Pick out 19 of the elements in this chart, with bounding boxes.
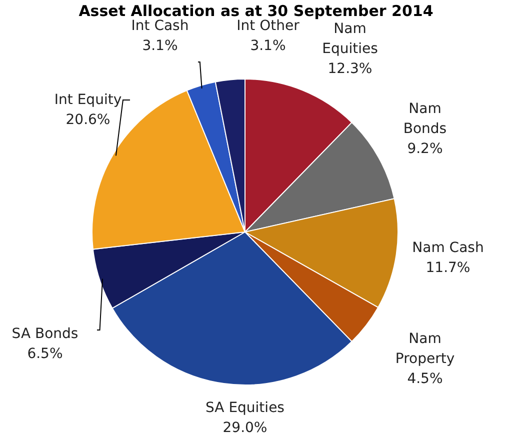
data-label: 20.6% [66, 112, 110, 128]
data-label: 4.5% [407, 371, 443, 387]
slice-label: Nam Cash [412, 240, 484, 256]
slice-label: Nam Property [395, 331, 455, 367]
data-label: 3.1% [142, 38, 178, 54]
data-label: 29.0% [222, 420, 268, 434]
data-label: 6.5% [27, 346, 63, 362]
slice-label: SA Equities [206, 400, 284, 416]
data-label: 3.1% [250, 38, 286, 54]
data-label: 9.2% [407, 141, 443, 157]
data-label: 11.7% [426, 260, 470, 276]
slice-label: Int Cash [131, 18, 189, 34]
slice-label: SA Bonds [12, 326, 78, 342]
slice-label: Int Other [236, 18, 300, 34]
slice-label: Nam Bonds [403, 101, 447, 137]
data-label: 12.3% [328, 61, 372, 77]
slice-label: Nam Equities [322, 21, 378, 57]
slice-label: Int Equity [54, 92, 122, 108]
chart-title: Asset Allocation as at 30 September 2014 [78, 2, 434, 20]
